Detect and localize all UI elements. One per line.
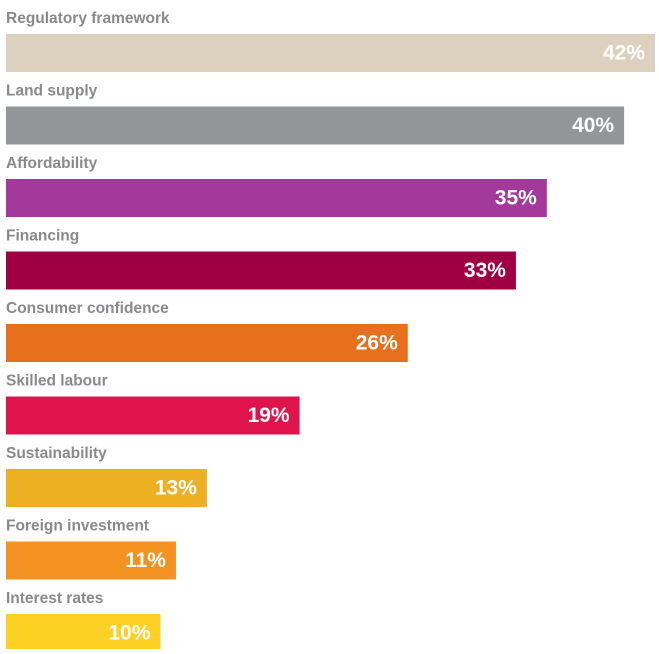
category-label: Foreign investment — [6, 518, 149, 535]
bar — [6, 34, 655, 72]
bar — [6, 541, 176, 580]
bar — [6, 614, 161, 652]
value-label: 42% — [603, 42, 645, 65]
category-label: Sustainability — [6, 445, 107, 462]
category-label: Consumer confidence — [6, 300, 169, 317]
bar — [6, 396, 300, 435]
value-label: 40% — [572, 114, 614, 137]
value-label: 19% — [248, 404, 290, 427]
value-label: 26% — [356, 332, 398, 355]
value-label: 11% — [125, 549, 166, 572]
category-label: Interest rates — [6, 590, 103, 607]
category-label: Affordability — [6, 155, 98, 172]
value-label: 33% — [464, 259, 506, 282]
category-label: Skilled labour — [6, 373, 108, 390]
bar — [6, 469, 207, 507]
bar — [6, 106, 625, 145]
bar — [6, 324, 408, 362]
category-label: Regulatory framework — [6, 10, 170, 27]
value-label: 10% — [108, 622, 150, 645]
bar — [6, 251, 516, 290]
category-label: Financing — [6, 228, 79, 245]
bar — [6, 179, 547, 217]
category-label: Land supply — [6, 83, 98, 100]
value-label: 13% — [155, 477, 197, 500]
value-label: 35% — [495, 187, 537, 210]
